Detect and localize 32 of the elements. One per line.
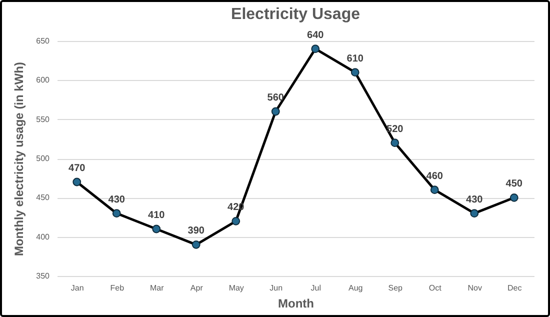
x-tick-label: Aug xyxy=(348,284,363,292)
y-tick-label: 450 xyxy=(36,193,50,202)
x-tick-label: Mar xyxy=(150,284,164,292)
data-label: 610 xyxy=(346,53,364,64)
data-label: 430 xyxy=(466,194,484,206)
y-axis-title: Monthly electricity usage (in kWh) xyxy=(12,62,26,256)
data-label: 390 xyxy=(188,226,205,237)
data-label: 640 xyxy=(307,30,324,41)
x-axis-title: Month xyxy=(278,296,314,310)
x-tick-label: Apr xyxy=(190,284,204,292)
x-tick-label: Jun xyxy=(270,284,283,292)
y-tick-label: 600 xyxy=(36,76,50,85)
data-label: 410 xyxy=(148,210,166,221)
y-tick-label: 400 xyxy=(36,232,50,242)
x-tick-label: Nov xyxy=(468,284,482,292)
x-tick-label: Sep xyxy=(388,284,404,292)
data-label: 560 xyxy=(267,92,284,104)
y-tick-label: 500 xyxy=(36,154,50,163)
data-label: 470 xyxy=(68,163,86,174)
x-tick-label: Jul xyxy=(310,284,322,292)
x-tick-label: Dec xyxy=(508,284,522,292)
x-tick-label: May xyxy=(228,284,244,292)
chart-title: Electricity Usage xyxy=(231,6,360,23)
data-label: 460 xyxy=(426,170,444,182)
data-label: 450 xyxy=(506,178,523,190)
x-tick-label: Feb xyxy=(110,284,125,292)
x-tick-label: Oct xyxy=(428,284,442,292)
x-tick-label: Jan xyxy=(70,284,84,292)
y-tick-label: 550 xyxy=(36,114,50,124)
y-tick-label: 350 xyxy=(36,272,50,280)
y-tick-label: 650 xyxy=(36,36,50,46)
data-label: 430 xyxy=(108,194,126,206)
